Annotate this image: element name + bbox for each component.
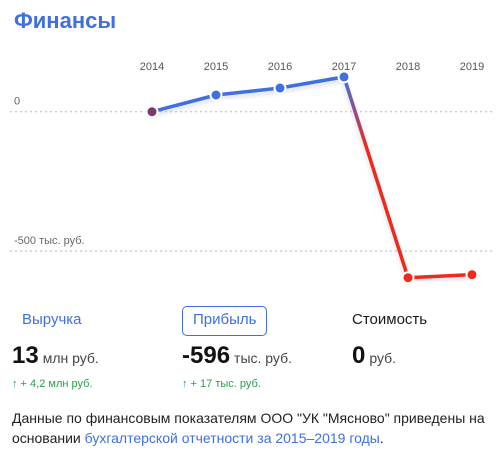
data-point (337, 70, 351, 84)
accounting-report-link[interactable]: бухгалтерской отчетности за 2015–2019 го… (84, 430, 380, 446)
x-tick-label: 2018 (396, 61, 420, 73)
value-metric: 0 руб. (352, 342, 396, 370)
profit-metric: -596 тыс. руб. (182, 342, 292, 370)
data-source-note: Данные по финансовым показателям ООО "УК… (12, 408, 492, 448)
footer-end: . (379, 430, 384, 446)
profit-value: -596 (182, 342, 231, 369)
tab-value[interactable]: Стоимость (352, 311, 428, 328)
tab-revenue[interactable]: Выручка (22, 311, 82, 328)
x-tick-label: 2017 (332, 61, 356, 73)
x-tick-label: 2016 (268, 61, 292, 73)
profit-unit: тыс. руб. (234, 350, 292, 366)
data-point (209, 88, 223, 102)
reference-label-0: 0 (14, 96, 20, 108)
profit-chart: 0 -500 тыс. руб. 2014 2015 2016 2017 2018 2019 (10, 61, 494, 285)
company-value: 0 (352, 342, 366, 369)
x-tick-label: 2019 (460, 61, 484, 73)
data-point (401, 271, 415, 285)
profit-delta: ↑ + 17 тыс. руб. (182, 378, 261, 390)
revenue-metric: 13 млн руб. (12, 342, 99, 370)
x-tick-label: 2015 (204, 61, 228, 73)
series-segment (214, 86, 282, 97)
series-segment (150, 93, 218, 114)
page-title: Финансы (14, 8, 117, 33)
data-point (465, 268, 479, 282)
series-segment (342, 75, 410, 280)
footer-text: Данные по финансовым показателям ООО "УК… (12, 410, 485, 446)
metric-tabs: Выручка Прибыль Стоимость (0, 306, 500, 336)
company-value-unit: руб. (369, 350, 397, 366)
data-point (273, 81, 287, 95)
tab-profit[interactable]: Прибыль (182, 306, 268, 336)
reference-label-1: -500 тыс. руб. (14, 235, 85, 247)
revenue-value: 13 (12, 342, 39, 369)
series-segment (406, 272, 474, 280)
series-segment (278, 75, 346, 90)
revenue-delta: ↑ + 4,2 млн руб. (12, 378, 93, 390)
revenue-unit: млн руб. (42, 350, 99, 366)
x-tick-label: 2014 (140, 61, 164, 73)
data-point (145, 105, 159, 119)
